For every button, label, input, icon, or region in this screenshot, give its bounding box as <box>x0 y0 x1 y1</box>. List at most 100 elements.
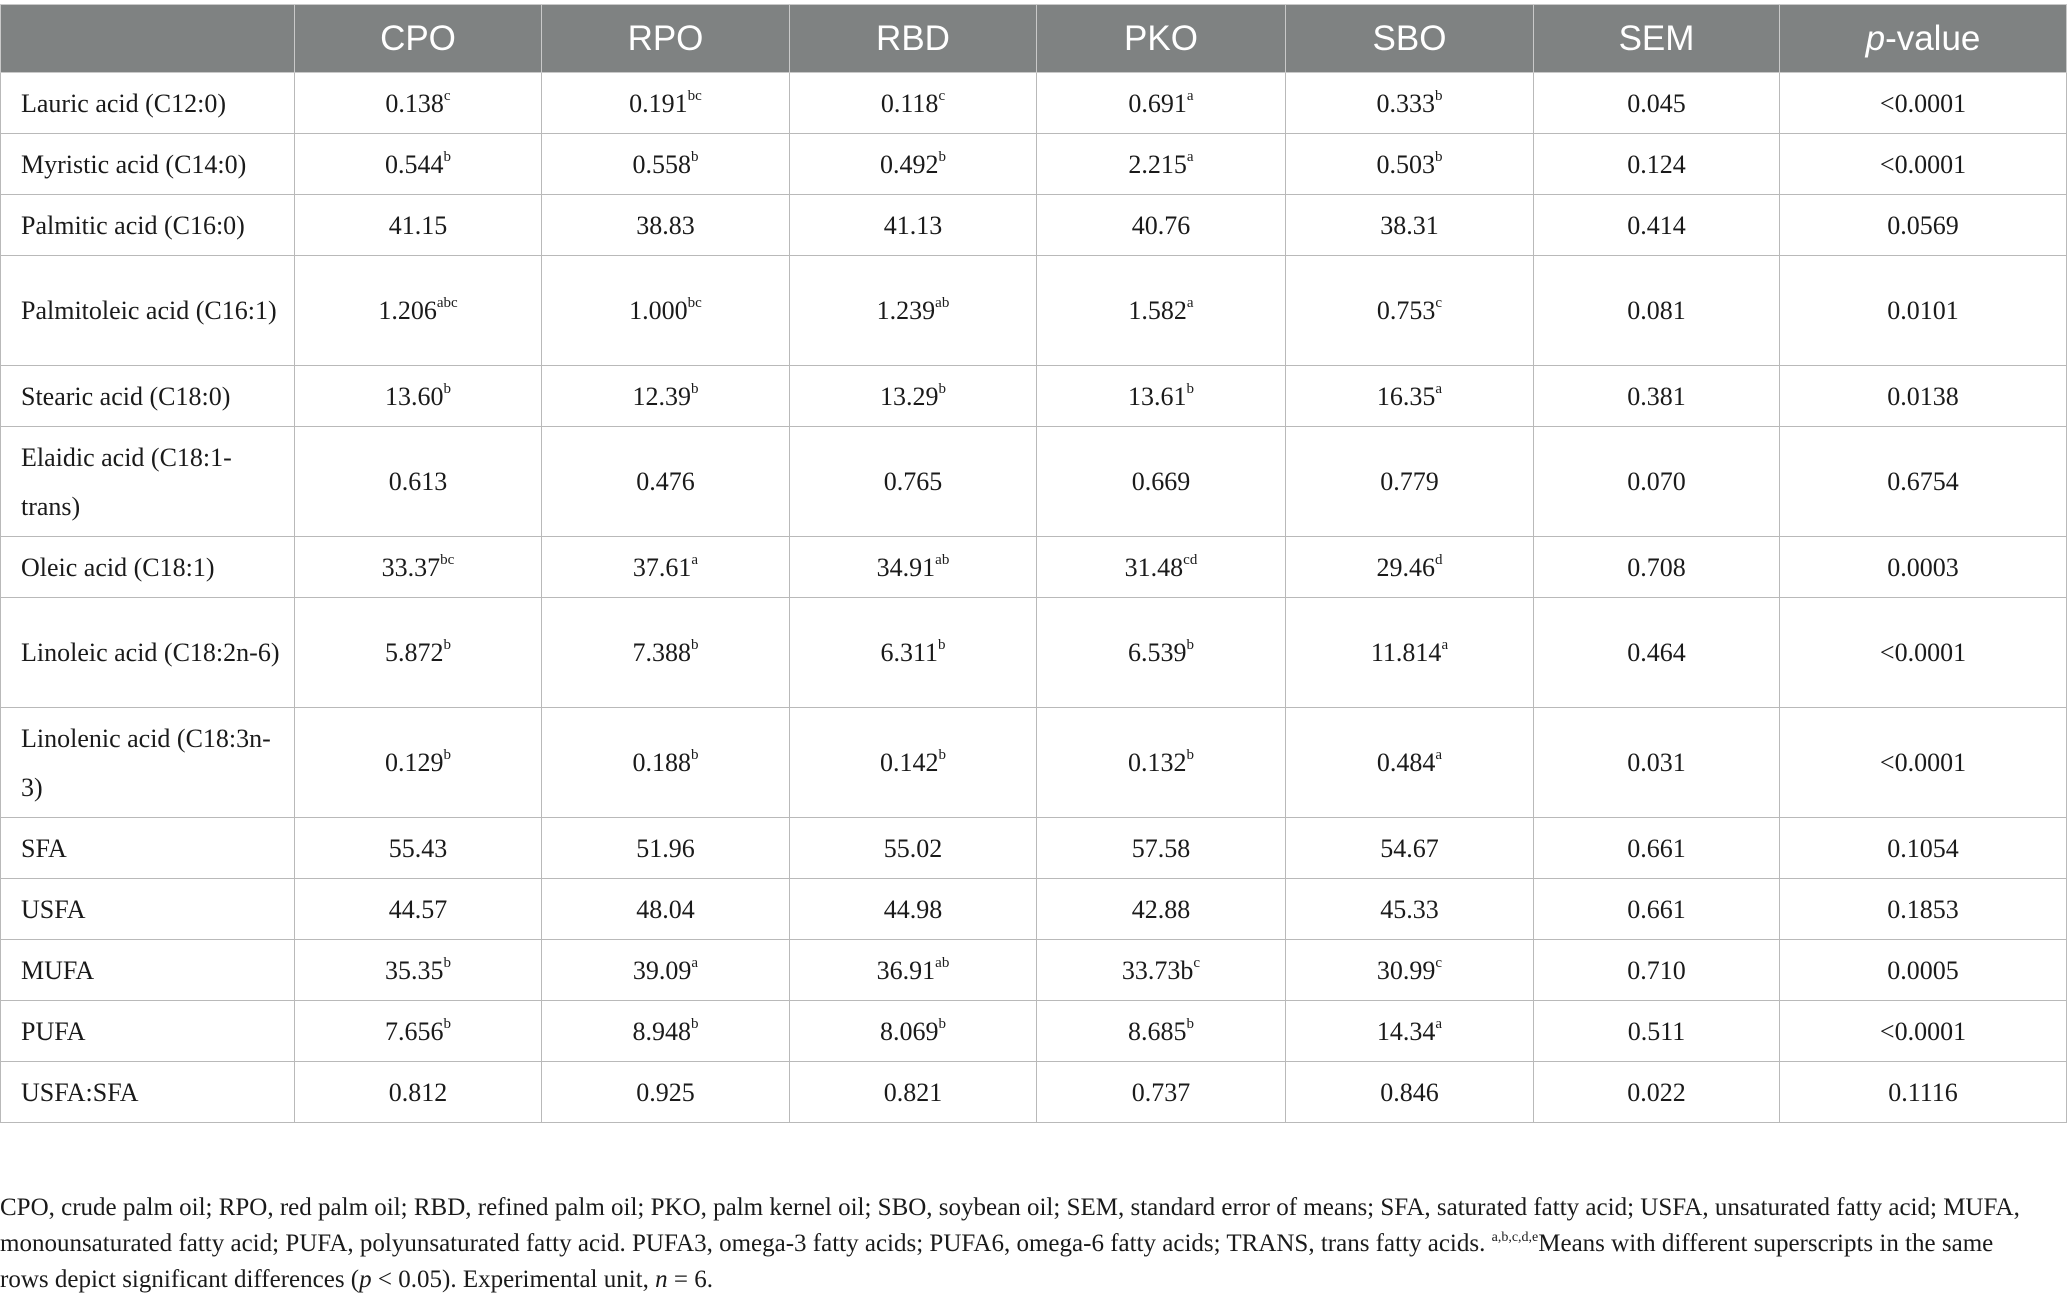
table-cell: 0.691a <box>1036 72 1286 134</box>
cell-value: 34.91 <box>876 552 936 582</box>
table-cell: 0.142b <box>789 707 1037 818</box>
table-cell: 0.070 <box>1533 426 1780 537</box>
significance-superscript: c <box>1435 954 1443 971</box>
table-cell: 37.61a <box>541 536 790 598</box>
row-label: Linoleic acid (C18:2n-6) <box>0 597 295 708</box>
cell-value: 0.045 <box>1627 88 1686 118</box>
significance-superscript: b <box>938 1015 947 1032</box>
cell-value: 13.29 <box>880 381 939 411</box>
table-cell: 0.708 <box>1533 536 1780 598</box>
table-cell: 45.33 <box>1285 878 1534 940</box>
cell-value: 0.081 <box>1627 296 1686 325</box>
table-cell: 0.846 <box>1285 1061 1534 1123</box>
table-cell: 0.669 <box>1036 426 1286 537</box>
table-cell: 13.29b <box>789 365 1037 427</box>
cell-value: 39.09 <box>632 955 692 985</box>
table-cell: 33.73bc <box>1036 939 1286 1001</box>
significance-superscript: a <box>1186 87 1194 104</box>
significance-superscript: bc <box>440 551 455 568</box>
cell-value: 13.61 <box>1128 381 1187 411</box>
significance-superscript: a <box>1186 148 1194 165</box>
cell-value: 0.925 <box>636 1077 695 1107</box>
cell-value: 0.0569 <box>1887 210 1959 240</box>
table-cell: 2.215a <box>1036 133 1286 195</box>
table-cell: 0.484a <box>1285 707 1534 818</box>
table-cell: 36.91ab <box>789 939 1037 1001</box>
table-cell: 0.333b <box>1285 72 1534 134</box>
table-cell: 0.503b <box>1285 133 1534 195</box>
cell-value: 0.613 <box>388 467 448 496</box>
cell-value: 6.311 <box>880 638 939 667</box>
cell-value: 0.0005 <box>1887 955 1959 985</box>
table-cell: 0.779 <box>1285 426 1534 537</box>
footnote-n-symbol: n <box>655 1266 668 1293</box>
table-cell: 0.124 <box>1533 133 1780 195</box>
significance-superscript: d <box>1435 551 1443 568</box>
row-label: Myristic acid (C14:0) <box>0 133 295 195</box>
cell-value: 0.484 <box>1376 748 1436 777</box>
row-label: USFA <box>0 878 295 940</box>
cell-value: 1.582 <box>1128 296 1187 325</box>
cell-value: 0.708 <box>1627 552 1686 582</box>
significance-superscript: a <box>1186 295 1194 311</box>
table-cell: 0.765 <box>789 426 1037 537</box>
table-cell: 0.661 <box>1533 878 1780 940</box>
cell-value: 42.88 <box>1131 894 1191 924</box>
cell-value: 0.1054 <box>1887 833 1959 863</box>
significance-superscript: b <box>1186 637 1195 653</box>
significance-superscript: b <box>443 747 452 763</box>
cell-value: 0.765 <box>883 467 943 496</box>
cell-value: 0.753 <box>1376 296 1436 325</box>
significance-superscript: c <box>938 87 946 104</box>
cell-value: 41.13 <box>883 210 943 240</box>
cell-value: 55.02 <box>883 833 943 863</box>
table-cell: 0.558b <box>541 133 790 195</box>
table-cell: 0.821 <box>789 1061 1037 1123</box>
cell-value: <0.0001 <box>1879 638 1967 667</box>
header-cell-sem: SEM <box>1533 4 1780 73</box>
cell-value: 1.239 <box>876 296 936 325</box>
table-cell: 0.0138 <box>1779 365 2067 427</box>
table-cell: 51.96 <box>541 817 790 879</box>
table-cell: 0.710 <box>1533 939 1780 1001</box>
cell-value: 0.821 <box>883 1077 943 1107</box>
cell-value: 7.388 <box>632 638 692 667</box>
table-row: MUFA 35.35b 39.09a 36.91ab 33.73bc 30.99c 0.71… <box>0 939 2067 1001</box>
table-cell: 0.0101 <box>1779 255 2067 366</box>
cell-value: 44.57 <box>388 894 448 924</box>
table-cell: 30.99c <box>1285 939 1534 1001</box>
table-cell: 0.022 <box>1533 1061 1780 1123</box>
significance-superscript: a <box>1435 747 1443 763</box>
cell-value: 31.48 <box>1124 552 1184 582</box>
cell-value: 0.188 <box>632 748 692 777</box>
significance-superscript: ab <box>935 954 950 971</box>
table-cell: 39.09a <box>541 939 790 1001</box>
cell-value: <0.0001 <box>1879 748 1967 777</box>
table-cell: 44.98 <box>789 878 1037 940</box>
significance-superscript: b <box>443 380 452 397</box>
cell-value: 0.492 <box>880 149 939 179</box>
significance-superscript: b <box>938 380 947 397</box>
cell-value: 0.661 <box>1627 833 1686 863</box>
cell-value: 8.685 <box>1128 1016 1187 1046</box>
table-cell: 6.539b <box>1036 597 1286 708</box>
table-cell: 0.0569 <box>1779 194 2067 256</box>
table-cell: 0.661 <box>1533 817 1780 879</box>
table-cell: 1.000bc <box>541 255 790 366</box>
cell-value: 0.669 <box>1131 467 1191 496</box>
significance-superscript: b <box>443 954 452 971</box>
cell-value: 0.022 <box>1627 1077 1686 1107</box>
row-label: Oleic acid (C18:1) <box>0 536 295 598</box>
cell-value: 7.656 <box>385 1016 444 1046</box>
cell-value: 48.04 <box>636 894 695 924</box>
row-label: SFA <box>0 817 295 879</box>
cell-value: 0.511 <box>1627 1016 1686 1046</box>
cell-value: 16.35 <box>1376 381 1436 411</box>
cell-value: <0.0001 <box>1879 1016 1967 1046</box>
table-cell: <0.0001 <box>1779 72 2067 134</box>
cell-value: 57.58 <box>1131 833 1191 863</box>
cell-value: 0.6754 <box>1887 467 1959 496</box>
table-cell: 0.812 <box>294 1061 542 1123</box>
table-row: Lauric acid (C12:0) 0.138c 0.191bc 0.118c 0.… <box>0 72 2067 134</box>
cell-value: 2.215 <box>1128 149 1187 179</box>
